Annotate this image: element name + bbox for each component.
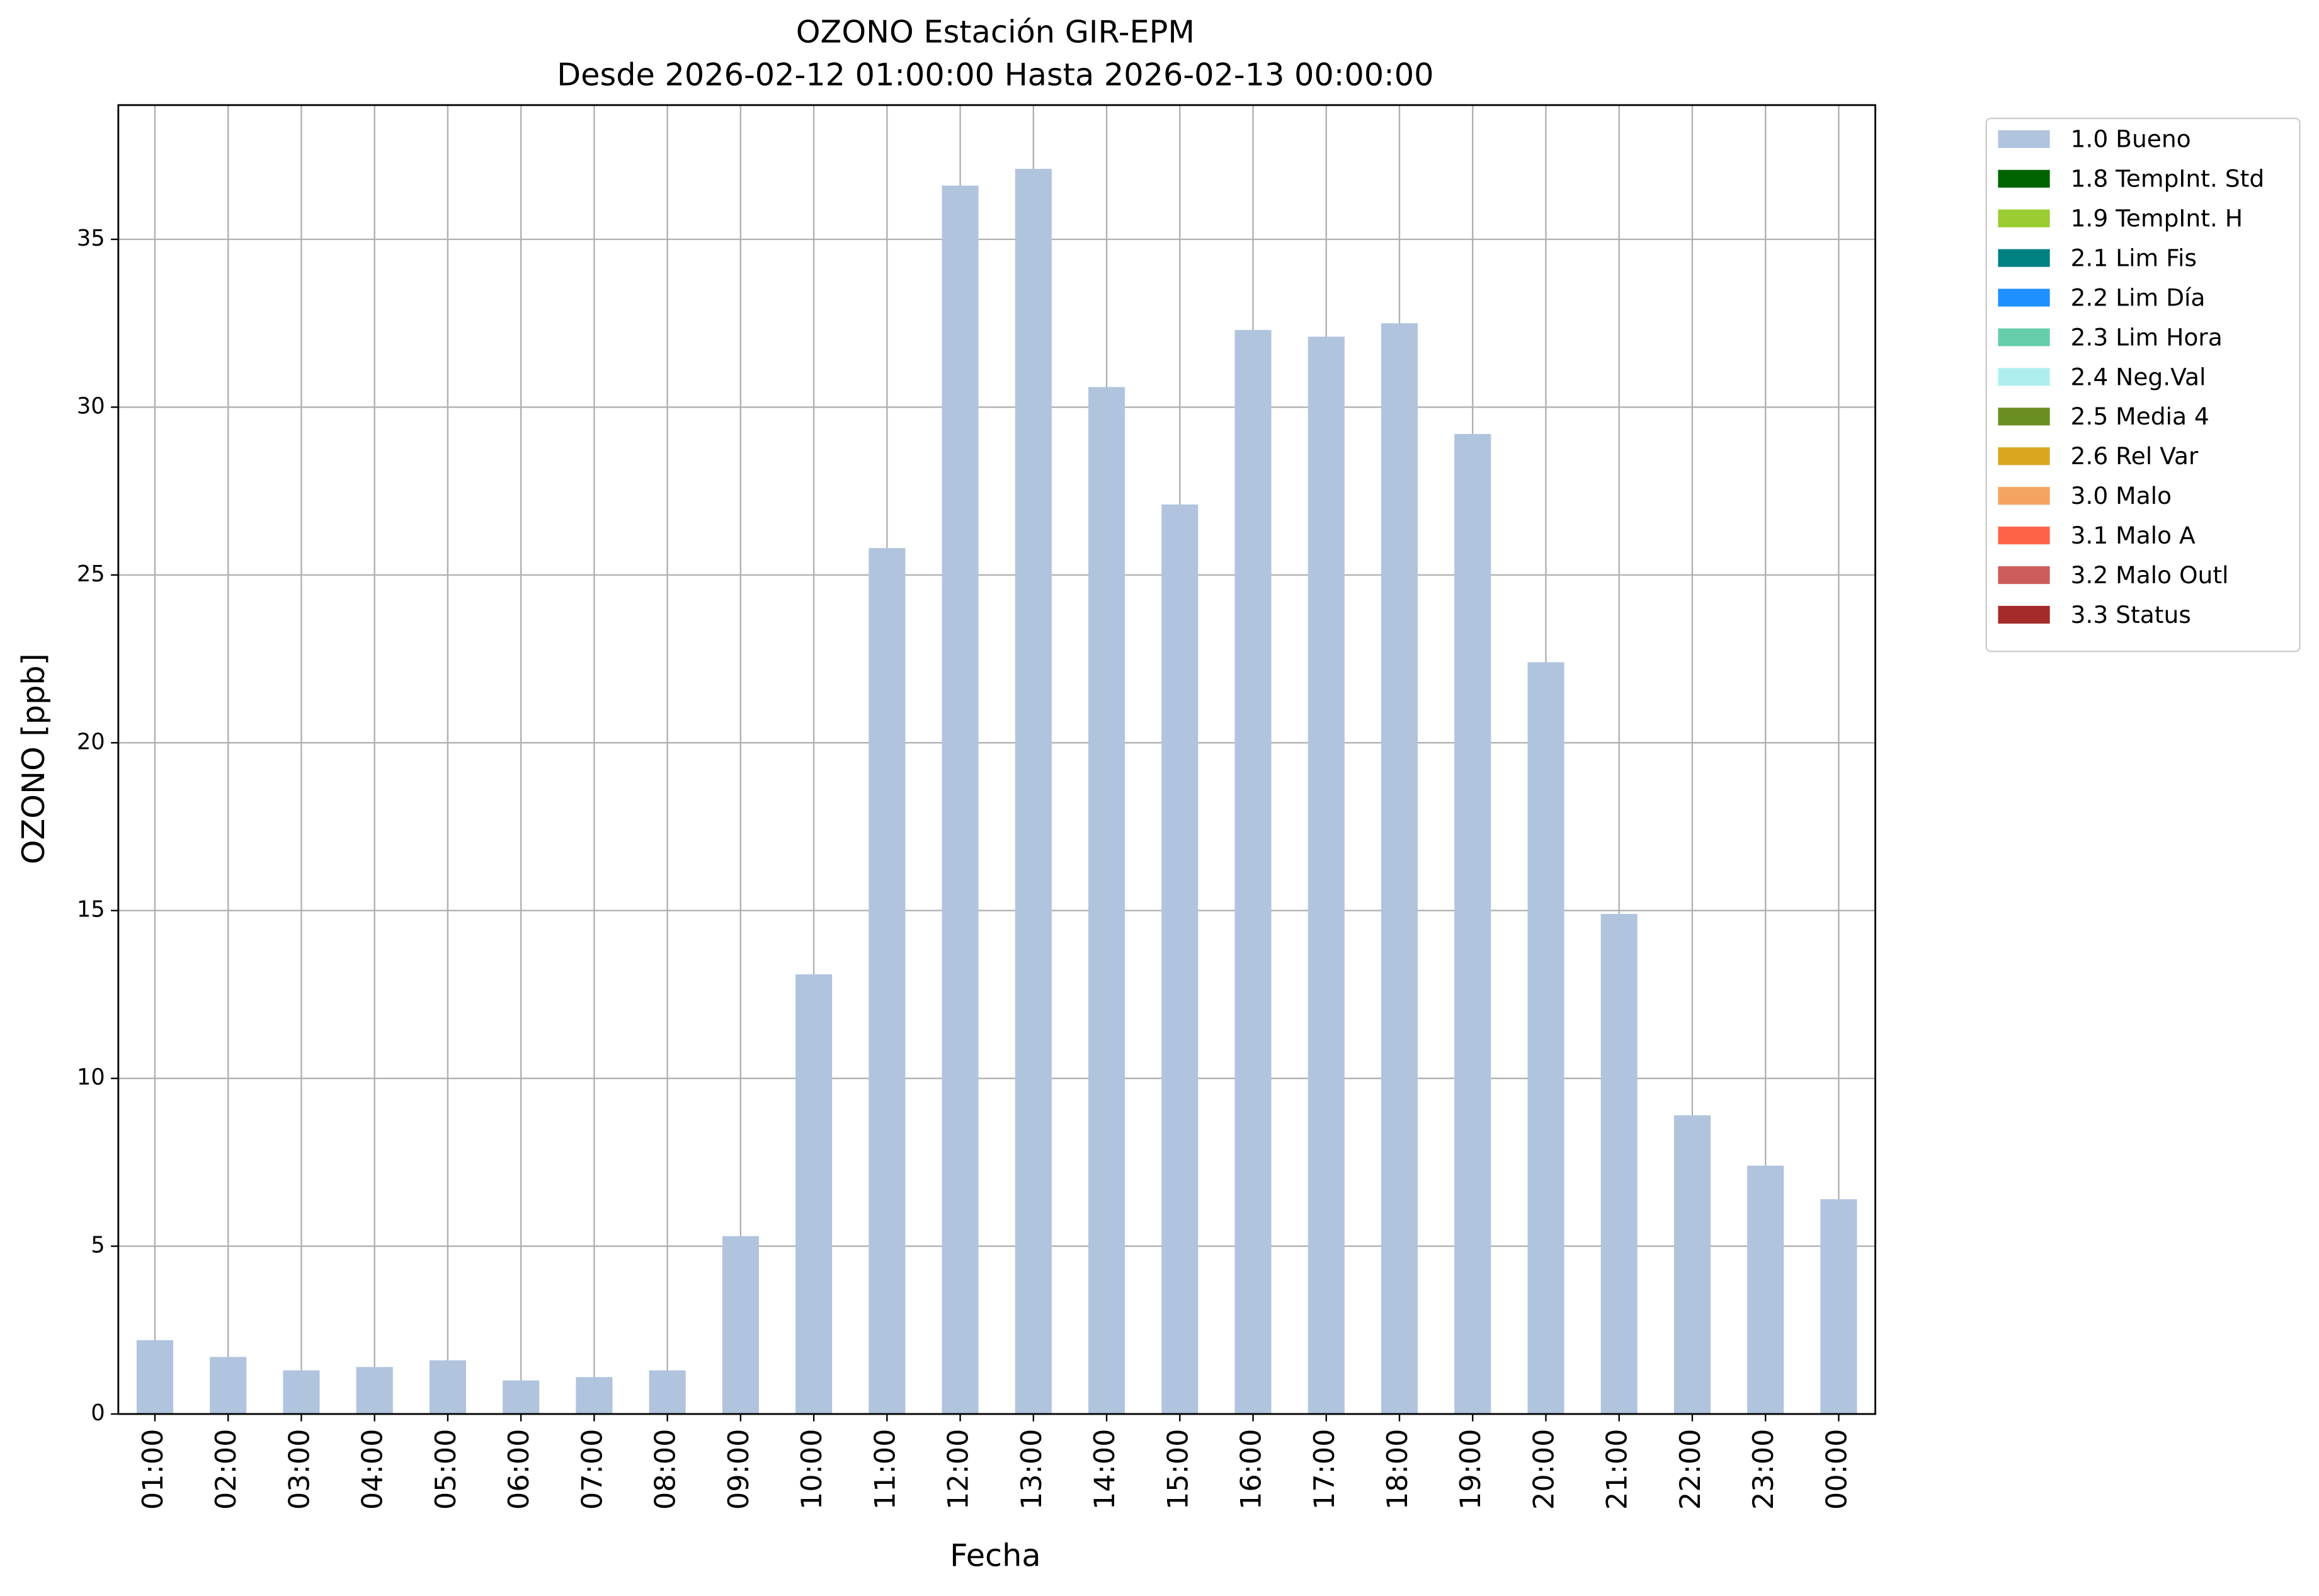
plot-frame xyxy=(117,104,1876,1415)
chart-title: OZONO Estación GIR-EPM xyxy=(796,14,1195,50)
bar xyxy=(869,548,906,1415)
legend-label: 3.0 Malo xyxy=(2071,482,2172,510)
legend-label: 2.5 Media 4 xyxy=(2071,402,2209,430)
bar xyxy=(722,1236,759,1415)
bar xyxy=(942,185,979,1415)
bar xyxy=(1234,329,1272,1415)
y-tick-label: 30 xyxy=(77,393,105,419)
x-tick-label: 11:00 xyxy=(869,1429,901,1510)
bar xyxy=(1673,1115,1711,1415)
x-tick-label: 01:00 xyxy=(137,1429,169,1510)
y-tick-label: 0 xyxy=(91,1400,105,1426)
x-tick-label: 16:00 xyxy=(1235,1429,1268,1510)
bar xyxy=(429,1360,466,1415)
x-tick-label: 06:00 xyxy=(503,1429,535,1510)
y-tick-label: 5 xyxy=(91,1233,105,1258)
legend-label: 1.8 TempInt. Std xyxy=(2071,165,2265,193)
legend-swatch xyxy=(1998,249,2050,267)
legend-swatch xyxy=(1998,169,2050,188)
y-axis-label: OZONO [ppb] xyxy=(15,653,52,864)
x-tick-label: 13:00 xyxy=(1015,1429,1048,1510)
x-tick-label: 14:00 xyxy=(1088,1429,1121,1510)
legend-label: 3.2 Malo Outl xyxy=(2071,561,2229,589)
y-tick-label: 20 xyxy=(77,729,105,755)
x-tick-label: 07:00 xyxy=(576,1429,608,1510)
x-tick-label: 23:00 xyxy=(1747,1429,1780,1510)
bar xyxy=(1308,336,1345,1415)
legend-swatch xyxy=(1998,605,2050,624)
x-tick-label: 22:00 xyxy=(1674,1429,1707,1510)
x-tick-label: 21:00 xyxy=(1601,1429,1634,1510)
bar xyxy=(356,1367,393,1415)
bar xyxy=(1527,662,1564,1415)
legend-swatch xyxy=(1998,288,2050,307)
x-tick-label: 00:00 xyxy=(1820,1429,1853,1510)
x-axis-label: Fecha xyxy=(950,1537,1041,1573)
bar xyxy=(649,1370,686,1415)
x-tick-label: 05:00 xyxy=(430,1429,462,1510)
bar xyxy=(136,1340,174,1415)
legend-label: 2.1 Lim Fis xyxy=(2071,244,2197,272)
legend-swatch xyxy=(1998,209,2050,227)
axes: 0 5 10 15 20 25 30 35 01:00 02:00 03:00 04:00 05:00 0… xyxy=(77,225,1854,1510)
x-tick-label: 03:00 xyxy=(283,1429,316,1510)
y-tick-label: 25 xyxy=(77,561,105,587)
legend-label: 2.6 Rel Var xyxy=(2071,442,2199,470)
bar xyxy=(1015,169,1052,1415)
legend-label: 2.2 Lim Día xyxy=(2071,283,2206,311)
x-tick-label: 10:00 xyxy=(795,1429,828,1510)
legend-swatch xyxy=(1998,130,2050,148)
legend: 1.0 Bueno 1.8 TempInt. Std 1.9 TempInt. H 2… xyxy=(1985,117,2301,653)
x-tick-label: 15:00 xyxy=(1161,1429,1194,1510)
x-tick-label: 17:00 xyxy=(1308,1429,1341,1510)
bar xyxy=(1088,387,1125,1415)
legend-swatch xyxy=(1998,447,2050,465)
bar xyxy=(1747,1165,1784,1415)
bar xyxy=(795,974,833,1415)
legend-swatch xyxy=(1998,368,2050,386)
bars xyxy=(136,169,1857,1415)
legend-swatch xyxy=(1998,566,2050,584)
bar xyxy=(210,1357,247,1415)
legend-swatch xyxy=(1998,408,2050,426)
y-tick-label: 10 xyxy=(77,1064,105,1090)
bar xyxy=(283,1370,320,1415)
x-tick-label: 02:00 xyxy=(210,1429,242,1510)
chart-subtitle: Desde 2026-02-12 01:00:00 Hasta 2026-02-… xyxy=(557,57,1433,93)
bar xyxy=(1820,1199,1857,1415)
legend-swatch xyxy=(1998,487,2050,505)
legend-swatch xyxy=(1998,527,2050,545)
legend-label: 3.1 Malo A xyxy=(2071,522,2196,549)
x-tick-label: 04:00 xyxy=(356,1429,389,1510)
legend-label: 2.3 Lim Hora xyxy=(2071,323,2223,351)
legend-label: 2.4 Neg.Val xyxy=(2071,363,2206,390)
legend-label: 1.0 Bueno xyxy=(2071,125,2191,153)
x-tick-label: 09:00 xyxy=(722,1429,755,1510)
x-tick-label: 12:00 xyxy=(942,1429,975,1510)
x-tick-label: 18:00 xyxy=(1381,1429,1414,1510)
bar xyxy=(1381,323,1418,1415)
y-tick-label: 15 xyxy=(77,897,105,923)
x-tick-label: 08:00 xyxy=(649,1429,682,1510)
x-tick-label: 20:00 xyxy=(1527,1429,1560,1510)
x-tick-label: 19:00 xyxy=(1454,1429,1487,1510)
legend-box xyxy=(1985,117,2301,653)
y-tick-label: 35 xyxy=(77,225,105,251)
legend-label: 3.3 Status xyxy=(2071,601,2191,629)
legend-label: 1.9 TempInt. H xyxy=(2071,205,2243,232)
bar xyxy=(503,1380,540,1415)
bar xyxy=(1600,914,1638,1415)
bar xyxy=(576,1377,613,1415)
bar xyxy=(1454,434,1491,1415)
bar xyxy=(1161,504,1199,1415)
legend-swatch xyxy=(1998,328,2050,346)
